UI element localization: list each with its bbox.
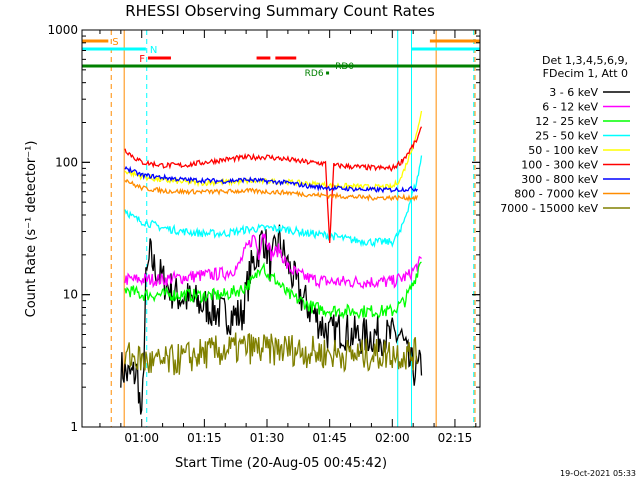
series-7 [124,178,419,202]
x-tick-label: 01:00 [124,431,159,445]
x-axis-label: Start Time (20-Aug-05 00:45:42) [175,456,387,471]
x-tick-label: 02:00 [375,431,410,445]
flag-label-2: N [150,45,157,56]
legend-label: 50 - 100 keV [528,144,598,157]
series-6 [124,165,418,194]
chart-title: RHESSI Observing Summary Count Rates [125,2,435,20]
y-tick-label: 100 [55,155,78,169]
legend-label: 6 - 12 keV [542,101,598,114]
date-stamp: 19-Oct-2021 05:33 [560,469,636,478]
legend-label: 3 - 6 keV [549,86,598,99]
flag-label-4: F [139,54,145,65]
y-axis-label: Count Rate (s⁻¹ detector⁻¹) [24,141,39,318]
rd-dot-0 [330,64,334,68]
series-1 [124,233,422,290]
series-2 [124,261,422,320]
x-tick-label: 01:45 [312,431,347,445]
x-tick-label: 02:15 [438,431,473,445]
legend-label: 12 - 25 keV [535,115,598,128]
plot-frame [81,29,481,428]
legend-label: 25 - 50 keV [535,130,598,143]
rd-label-0: RD0 [335,62,354,72]
legend: Det 1,3,4,5,6,9,FDecim 1, Att 0 3 - 6 keV… [500,54,630,215]
rd-label-1: RD6 [305,69,324,79]
y-tick-label: 1000 [47,23,78,37]
legend-header: Det 1,3,4,5,6,9, [542,54,628,67]
rd-dot-1 [326,71,330,75]
x-tick-label: 01:15 [187,431,222,445]
series-5 [124,126,423,244]
legend-label: 7000 - 15000 keV [500,202,598,215]
legend-label: 800 - 7000 keV [514,188,598,201]
flag-label-0: S [112,37,118,48]
series-8 [124,332,419,376]
legend-header: FDecim 1, Att 0 [543,67,628,80]
y-tick-label: 10 [63,288,78,302]
legend-label: 300 - 800 keV [521,173,598,186]
y-tick-label: 1 [70,420,78,434]
series-3 [124,155,423,248]
legend-label: 100 - 300 keV [521,159,598,172]
x-tick-label: 01:30 [250,431,285,445]
